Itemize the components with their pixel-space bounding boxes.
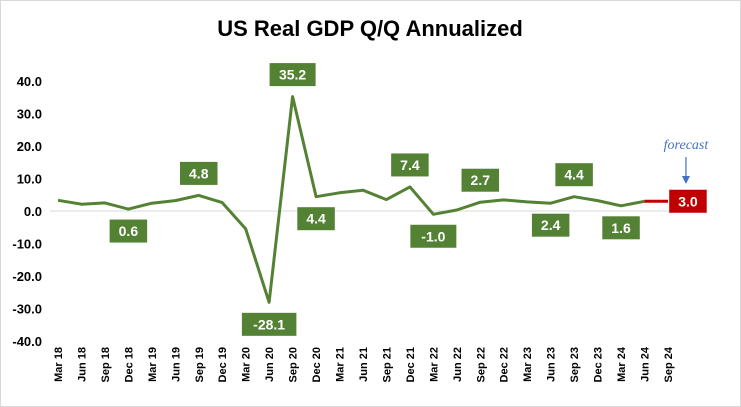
data-label: 3.0 [669,189,707,213]
data-label-text: 4.4 [306,211,326,227]
x-tick-label: Dec 18 [123,347,135,382]
series-lines [57,95,669,304]
data-label: 0.6 [109,219,148,243]
x-tick-label: Jun 21 [358,347,370,382]
data-label-text: 2.7 [471,172,491,188]
x-tick-label: Sep 19 [194,347,206,382]
data-label-box [297,207,335,231]
x-tick-label: Mar 18 [53,347,65,382]
arrow-down-icon [681,176,690,184]
data-label-box [410,224,457,248]
x-tick-label: Sep 18 [100,347,112,382]
x-tick-label: Sep 21 [381,347,393,382]
y-tick-label: -20.0 [12,269,42,284]
data-label-box [269,63,316,87]
data-label-text: 4.8 [189,165,209,181]
x-tick-label: Mar 22 [428,347,440,382]
x-tick-label: Sep 24 [663,346,675,382]
data-label: 2.7 [461,168,500,192]
data-label: -1.0 [410,224,457,248]
x-tick-label: Dec 23 [593,347,605,382]
x-tick-label: Jun 19 [170,347,182,382]
actual-gdp-line [57,95,645,304]
x-tick-label: Sep 22 [475,347,487,382]
x-tick-label: Mar 20 [241,347,253,382]
data-label: 4.4 [555,163,593,187]
data-label-text: -1.0 [421,228,445,244]
x-tick-label: Jun 20 [264,347,276,382]
data-label: 1.6 [602,216,640,240]
x-tick-label: Mar 21 [335,347,347,382]
data-label-text: 4.4 [564,167,584,183]
x-tick-label: Sep 23 [569,347,581,382]
data-label-box [602,216,640,240]
data-label: -28.1 [241,312,297,336]
x-tick-label: Sep 20 [288,347,300,382]
y-tick-label: 30.0 [17,107,42,122]
y-tick-label: 20.0 [17,139,42,154]
y-tick-label: 40.0 [17,74,42,89]
x-tick-label: Jun 24 [640,346,652,382]
data-label: 4.4 [297,207,335,231]
data-label-text: 3.0 [678,193,698,209]
y-tick-label: -10.0 [12,237,42,252]
data-labels: 0.6 4.8 -28.1 35.2 4.4 7.4 -1.0 2.7 2.4 4.4 1.6 3.0 [109,63,707,336]
data-label-text: 1.6 [611,220,631,236]
y-axis: 40.0 30.0 20.0 10.0 0.0 -10.0 -20.0 -30.0 -40.0 [12,74,680,349]
x-tick-label: Jun 22 [452,347,464,382]
forecast-annotation: forecast [664,138,710,184]
data-label: 35.2 [269,63,316,87]
data-label-box [241,312,297,336]
data-label-text: -28.1 [253,316,285,332]
x-tick-label: Mar 19 [147,347,159,382]
x-tick-label: Jun 18 [76,347,88,382]
data-label-box [180,161,218,185]
x-axis: Mar 18 Jun 18 Sep 18 Dec 18 Mar 19 Jun 19 Sep … [53,346,675,382]
chart-title: US Real GDP Q/Q Annualized [217,16,523,41]
y-tick-label: -40.0 [12,334,42,349]
data-label: 4.8 [180,161,218,185]
data-label-box [461,168,500,192]
y-tick-label: -30.0 [12,302,42,317]
data-label-text: 0.6 [119,223,139,239]
forecast-label: forecast [664,138,710,153]
x-tick-label: Mar 23 [522,347,534,382]
data-label-box [531,213,570,237]
data-label-text: 7.4 [400,157,420,173]
x-tick-label: Dec 19 [217,347,229,382]
data-label-box [669,189,707,213]
x-tick-label: Dec 21 [405,347,417,382]
data-label-box [391,153,429,177]
x-tick-label: Mar 24 [616,346,628,382]
data-label-box [555,163,593,187]
data-label: 2.4 [531,213,570,237]
data-label: 7.4 [391,153,429,177]
y-tick-label: 0.0 [24,204,42,219]
data-label-box [109,219,148,243]
x-tick-label: Dec 20 [311,347,323,382]
data-label-text: 35.2 [279,67,306,83]
data-label-text: 2.4 [541,217,561,233]
y-tick-label: 10.0 [17,172,42,187]
x-tick-label: Jun 23 [546,347,558,382]
x-tick-label: Dec 22 [499,347,511,382]
